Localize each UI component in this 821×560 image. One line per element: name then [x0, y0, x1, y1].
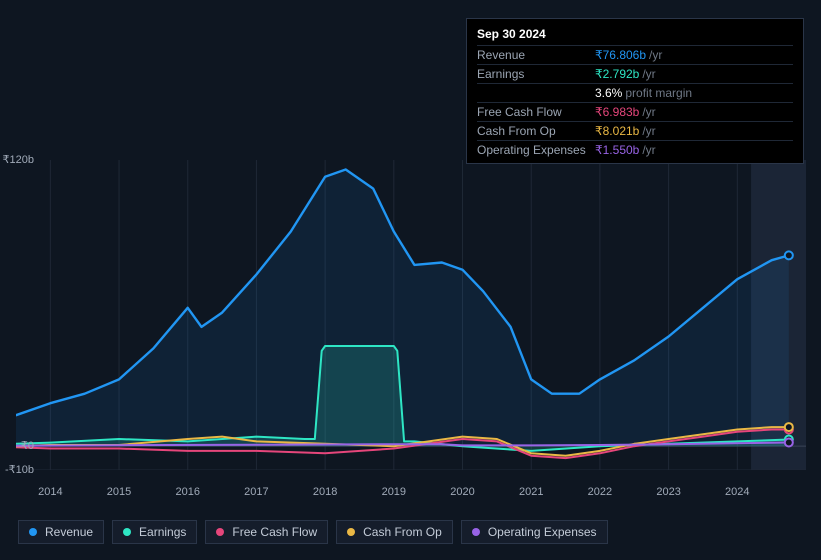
x-axis: 2014 2015 2016 2017 2018 2019 2020 2021 2022 2023… — [16, 486, 806, 500]
tooltip-date: Sep 30 2024 — [477, 25, 793, 45]
tooltip-label: Cash From Op — [477, 124, 595, 138]
legend-label: Cash From Op — [363, 525, 442, 539]
x-tick-label: 2022 — [588, 486, 612, 498]
legend-item[interactable]: Free Cash Flow — [205, 520, 328, 544]
y-tick-label: -₹10b — [0, 463, 34, 476]
tooltip-label: Earnings — [477, 67, 595, 81]
financials-chart[interactable] — [16, 160, 806, 500]
tooltip-row: Cash From Op₹8.021b/yr — [477, 121, 793, 140]
tooltip-unit: /yr — [642, 67, 655, 81]
tooltip-value: ₹6.983b — [595, 105, 639, 119]
x-tick-label: 2023 — [656, 486, 680, 498]
tooltip-row: Revenue₹76.806b/yr — [477, 45, 793, 64]
legend-label: Free Cash Flow — [232, 525, 317, 539]
tooltip-unit: /yr — [642, 143, 655, 157]
tooltip-unit: /yr — [642, 124, 655, 138]
legend-item[interactable]: Cash From Op — [336, 520, 453, 544]
legend-item[interactable]: Operating Expenses — [461, 520, 608, 544]
x-tick-label: 2024 — [725, 486, 749, 498]
x-tick-label: 2019 — [382, 486, 406, 498]
tooltip-unit: /yr — [642, 105, 655, 119]
legend-item[interactable]: Revenue — [18, 520, 104, 544]
legend-dot — [472, 528, 480, 536]
chart-legend: Revenue Earnings Free Cash Flow Cash From O… — [18, 520, 608, 544]
tooltip-row: Free Cash Flow₹6.983b/yr — [477, 102, 793, 121]
y-tick-label: ₹0 — [0, 439, 34, 452]
tooltip-value: 3.6% — [595, 86, 622, 100]
tooltip-row: 3.6% profit margin — [477, 83, 793, 102]
legend-label: Revenue — [45, 525, 93, 539]
tooltip-value: ₹1.550b — [595, 143, 639, 157]
tooltip-row: Operating Expenses₹1.550b/yr — [477, 140, 793, 159]
tooltip-label: Free Cash Flow — [477, 105, 595, 119]
legend-dot — [29, 528, 37, 536]
tooltip-label: Operating Expenses — [477, 143, 595, 157]
chart-tooltip: Sep 30 2024 Revenue₹76.806b/yrEarnings₹2… — [466, 18, 804, 164]
x-tick-label: 2015 — [107, 486, 131, 498]
x-tick-label: 2021 — [519, 486, 543, 498]
x-tick-label: 2014 — [38, 486, 62, 498]
x-tick-label: 2016 — [175, 486, 199, 498]
tooltip-value: ₹2.792b — [595, 67, 639, 81]
tooltip-value: ₹76.806b — [595, 48, 646, 62]
tooltip-row: Earnings₹2.792b/yr — [477, 64, 793, 83]
legend-label: Operating Expenses — [488, 525, 597, 539]
legend-dot — [216, 528, 224, 536]
legend-dot — [123, 528, 131, 536]
y-tick-label: ₹120b — [0, 153, 34, 166]
legend-label: Earnings — [139, 525, 186, 539]
tooltip-label: Revenue — [477, 48, 595, 62]
tooltip-unit: profit margin — [625, 86, 692, 100]
tooltip-unit: /yr — [649, 48, 662, 62]
legend-dot — [347, 528, 355, 536]
x-tick-label: 2017 — [244, 486, 268, 498]
x-tick-label: 2020 — [450, 486, 474, 498]
legend-item[interactable]: Earnings — [112, 520, 197, 544]
x-tick-label: 2018 — [313, 486, 337, 498]
tooltip-value: ₹8.021b — [595, 124, 639, 138]
